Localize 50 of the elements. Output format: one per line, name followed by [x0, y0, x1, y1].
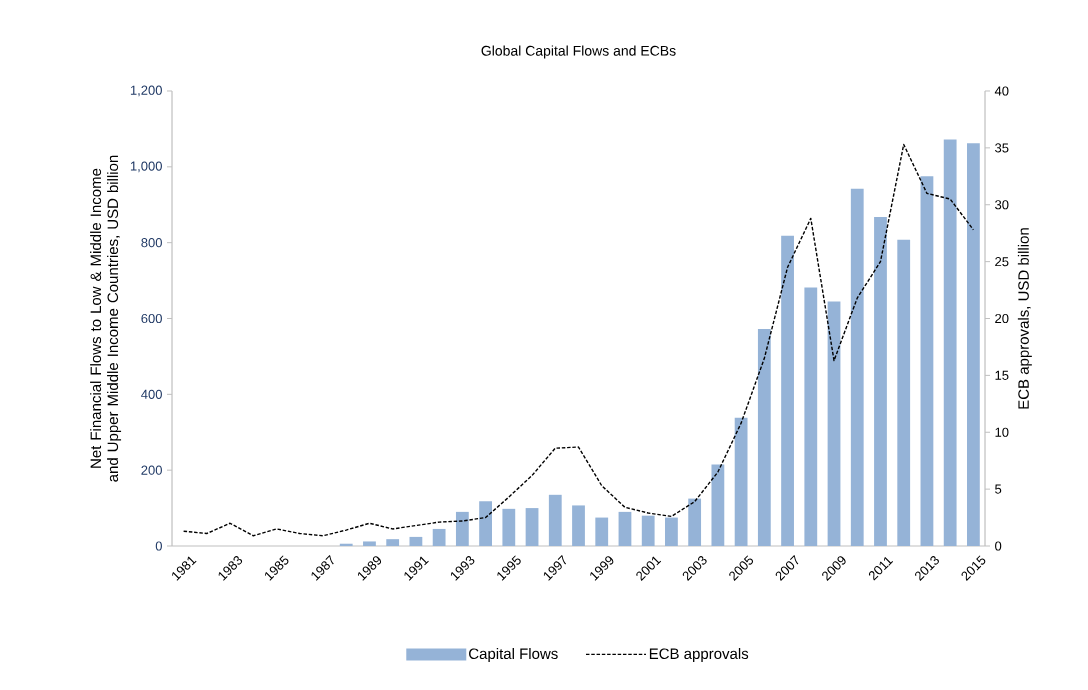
bar — [572, 505, 585, 546]
bar — [804, 287, 818, 546]
bar — [339, 543, 353, 546]
bar — [363, 541, 376, 546]
bar — [386, 539, 400, 546]
bar — [548, 494, 562, 546]
bar — [920, 176, 934, 546]
y2-tick-label: 5 — [995, 484, 1002, 494]
y2-tick-label: 10 — [995, 427, 1009, 437]
bar — [943, 139, 957, 546]
bar — [734, 417, 748, 546]
y-tick-label: 400 — [141, 389, 162, 399]
y-tick-label: 600 — [141, 313, 162, 324]
bar — [595, 517, 609, 546]
bar — [432, 528, 446, 546]
bar — [409, 536, 423, 546]
bar — [618, 511, 632, 546]
y2-tick-label: 15 — [995, 370, 1009, 380]
y-axis-title: Net Financial Flows to Low & Middle Income and Upper Middle Income Countries, USD billion — [90, 155, 122, 482]
chart-title: Global Capital Flows and ECBs — [481, 45, 676, 59]
line-series — [182, 143, 975, 537]
y2-axis-title: ECB approvals, USD billion — [1017, 228, 1032, 409]
y-tick-label: 0 — [155, 541, 162, 551]
bar — [665, 517, 678, 546]
bar — [502, 508, 516, 546]
bar — [897, 239, 911, 546]
y2-tick-label: 35 — [995, 143, 1009, 153]
legend-label: ECB approvals — [649, 648, 749, 662]
bar — [688, 498, 702, 546]
bar — [641, 515, 655, 546]
bar — [711, 464, 725, 546]
y2-tick-label: 30 — [995, 200, 1009, 210]
bar — [850, 188, 864, 546]
bar — [455, 511, 469, 546]
bar — [781, 235, 794, 546]
y-tick-label: 1,000 — [130, 161, 162, 173]
y2-tick-label: 0 — [995, 541, 1002, 551]
y-tick-label: 200 — [141, 465, 162, 475]
y2-tick-label: 25 — [995, 257, 1009, 267]
bar — [479, 501, 492, 546]
bar — [874, 216, 887, 546]
y-tick-label: 1,200 — [130, 85, 162, 97]
y-tick-label: 800 — [141, 238, 162, 248]
y2-tick-label: 40 — [994, 86, 1009, 96]
y2-tick-label: 20 — [995, 313, 1009, 324]
bar — [967, 143, 980, 546]
legend-label: Capital Flows — [469, 648, 558, 662]
bar — [757, 329, 771, 546]
bar — [827, 301, 841, 546]
bar — [525, 508, 539, 546]
